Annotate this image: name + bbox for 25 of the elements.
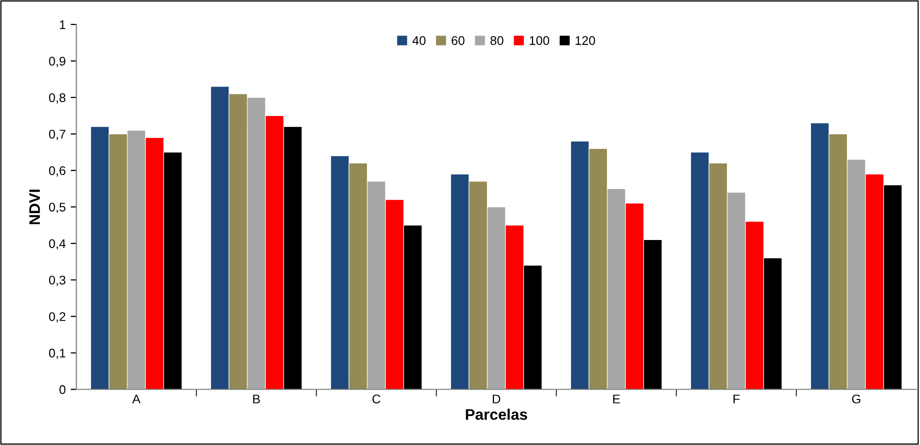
x-tick-label: G — [852, 394, 860, 404]
y-tick-label: 0,3 — [49, 276, 66, 286]
y-axis-title: NDVI — [29, 190, 40, 224]
legend-label: 100 — [530, 36, 550, 45]
y-tick-label: 0,8 — [49, 93, 66, 104]
x-axis-title: Parcelas — [466, 408, 528, 420]
legend-label: 60 — [452, 36, 464, 45]
legend-label: 80 — [490, 36, 504, 45]
legend-label: 40 — [412, 36, 426, 45]
x-tick-label: D — [492, 394, 500, 404]
y-tick-label: 0,7 — [49, 130, 66, 140]
x-tick-label: A — [132, 394, 140, 404]
y-tick-label: 0 — [59, 385, 66, 394]
y-tick-label: 0,1 — [49, 348, 66, 360]
x-tick-label: B — [253, 394, 260, 404]
y-tick-label: 0,4 — [49, 239, 66, 250]
y-tick-label: 0,2 — [49, 312, 66, 323]
y-tick-label: 1 — [60, 20, 66, 30]
y-tick-label: 0,5 — [49, 202, 66, 214]
y-tick-label: 0,6 — [49, 166, 66, 177]
x-tick-label: E — [613, 394, 620, 404]
y-tick-label: 0,9 — [49, 56, 66, 68]
x-tick-label: F — [734, 394, 740, 404]
x-tick-label: C — [372, 394, 380, 404]
legend-label: 120 — [576, 36, 596, 45]
